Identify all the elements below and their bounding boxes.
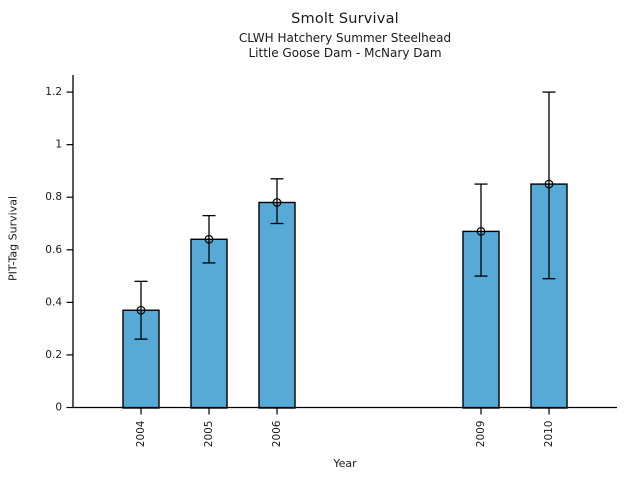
point-marker-2004 <box>136 305 146 315</box>
chart-subtitle-line1: CLWH Hatchery Summer Steelhead <box>238 31 452 45</box>
point-marker-2009 <box>476 226 486 236</box>
chart-subtitle-line2: Little Goose Dam - McNary Dam <box>248 46 442 60</box>
x-tick-label-2009: 2009 <box>475 421 487 448</box>
y-tick-label-0: 0 <box>55 402 62 414</box>
x-tick-label-2010: 2010 <box>543 421 555 448</box>
y-tick-label-0.2: 0.2 <box>45 349 62 361</box>
point-marker-2006 <box>272 198 282 207</box>
y-tick-label-0.4: 0.4 <box>45 296 62 308</box>
x-axis-label: Year <box>333 457 357 470</box>
bar-2006 <box>258 201 296 409</box>
bar-2005 <box>190 238 228 409</box>
chart-title: Smolt Survival <box>291 11 399 27</box>
y-tick-label-1: 1 <box>55 139 62 151</box>
point-marker-2010 <box>544 179 554 189</box>
y-tick-label-1.2: 1.2 <box>45 86 62 98</box>
x-tick-label-2004: 2004 <box>135 420 147 447</box>
x-tick-label-2005: 2005 <box>203 421 215 448</box>
point-marker-2005 <box>204 234 214 244</box>
y-tick-label-0.8: 0.8 <box>45 191 62 203</box>
x-tick-label-2006: 2006 <box>271 420 283 447</box>
y-tick-label-0.6: 0.6 <box>45 244 62 256</box>
